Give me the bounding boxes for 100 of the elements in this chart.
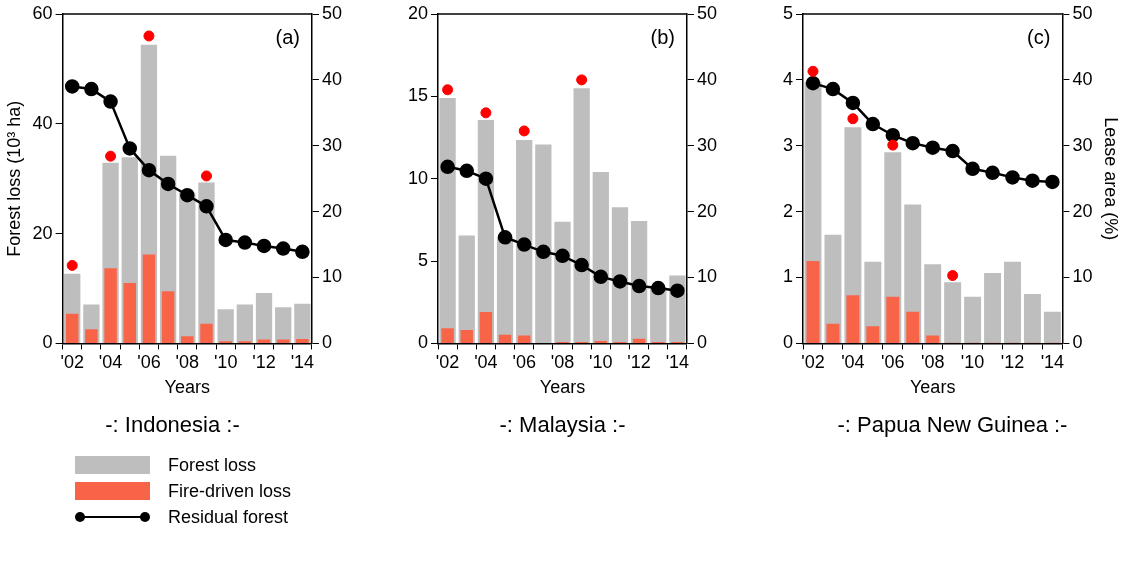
point [574, 257, 589, 273]
point [103, 94, 118, 109]
bar [458, 235, 475, 343]
point [651, 280, 666, 296]
x-tick-label: '04 [841, 352, 865, 373]
y-tick-label: 15 [407, 85, 429, 106]
bar [1043, 311, 1061, 343]
x-tick-label: '10 [213, 352, 238, 373]
bar [439, 98, 456, 343]
bar [573, 88, 590, 343]
point [105, 150, 117, 162]
y2-tick-label: 40 [321, 68, 343, 89]
y2-tick-label: 0 [696, 332, 707, 353]
point [805, 75, 821, 91]
point [1025, 173, 1040, 188]
x-tick-label: '08 [920, 352, 945, 373]
x-axis-title: Years [910, 376, 956, 397]
legend-label: Forest loss [168, 454, 257, 476]
bar [926, 335, 940, 343]
bar [460, 330, 473, 343]
y-tick-label: 4 [783, 68, 794, 89]
x-tick-label: '14 [665, 352, 690, 373]
point [275, 241, 291, 256]
point [887, 139, 899, 151]
point [593, 269, 609, 285]
point [947, 270, 959, 282]
y-tick-label: 10 [407, 167, 429, 188]
y-tick-label: 0 [42, 332, 53, 353]
bar [924, 264, 942, 343]
y-tick-label: 20 [32, 222, 53, 243]
x-tick-label: '04 [98, 352, 123, 373]
x-axis-title: Years [164, 376, 210, 397]
point [480, 107, 492, 119]
y-tick-label: 2 [783, 200, 794, 221]
point [200, 170, 212, 182]
text: -: Malaysia :- [499, 411, 626, 437]
point [885, 127, 901, 143]
y2-tick-label: 20 [696, 200, 718, 221]
bar [517, 335, 531, 343]
bar [806, 261, 820, 343]
point [442, 84, 454, 96]
bar [906, 311, 920, 343]
y-tick-label: 5 [783, 2, 794, 23]
bar [886, 296, 900, 343]
bar [200, 323, 213, 343]
point [925, 140, 940, 155]
point [847, 113, 859, 125]
x-tick-label: '06 [512, 352, 536, 373]
bar [65, 313, 79, 343]
annotation: (b) [650, 25, 675, 48]
y2-axis-title: Lease area (%) [1101, 117, 1122, 241]
bar [554, 221, 571, 343]
bar [944, 282, 962, 343]
bar [236, 304, 253, 343]
bar [846, 295, 860, 343]
point [845, 95, 861, 111]
point [670, 283, 685, 298]
y-tick-label: 20 [407, 2, 429, 23]
point [295, 244, 310, 260]
bar [611, 207, 629, 343]
y2-tick-label: 30 [321, 134, 343, 155]
bar [296, 339, 309, 343]
point [440, 159, 455, 175]
bar [984, 272, 1002, 343]
y2-tick-label: 40 [1072, 68, 1093, 89]
y2-tick-label: 30 [696, 134, 718, 155]
point [478, 171, 494, 186]
bar [1023, 293, 1041, 343]
x-tick-label: '08 [175, 352, 200, 373]
text: -: Indonesia :- [105, 411, 240, 437]
point [965, 161, 980, 177]
x-tick-label: '10 [960, 352, 985, 373]
x-axis-title: Years [539, 376, 586, 397]
y2-tick-label: 30 [1072, 134, 1093, 155]
point [518, 125, 530, 137]
point [497, 230, 513, 245]
point [612, 274, 628, 289]
x-tick-label: '08 [550, 352, 575, 373]
point [64, 79, 80, 94]
x-tick-label: '06 [137, 352, 161, 373]
point [807, 65, 819, 77]
bar [181, 336, 194, 343]
y2-tick-label: 40 [696, 68, 718, 89]
y2-tick-label: 50 [696, 2, 718, 23]
point [1005, 170, 1020, 185]
point [237, 235, 253, 250]
point [141, 162, 157, 178]
point [160, 176, 176, 192]
point [122, 141, 138, 156]
point [536, 244, 551, 260]
bar [592, 171, 609, 343]
y2-tick-label: 20 [1072, 200, 1093, 221]
x-tick-label: '02 [801, 352, 825, 373]
bar [275, 307, 292, 343]
point [66, 259, 78, 271]
y-tick-label: 1 [783, 266, 794, 287]
x-tick-label: '12 [252, 352, 276, 373]
y2-tick-label: 10 [321, 266, 343, 287]
x-tick-label: '04 [474, 352, 498, 373]
x-tick-label: '02 [435, 352, 460, 373]
